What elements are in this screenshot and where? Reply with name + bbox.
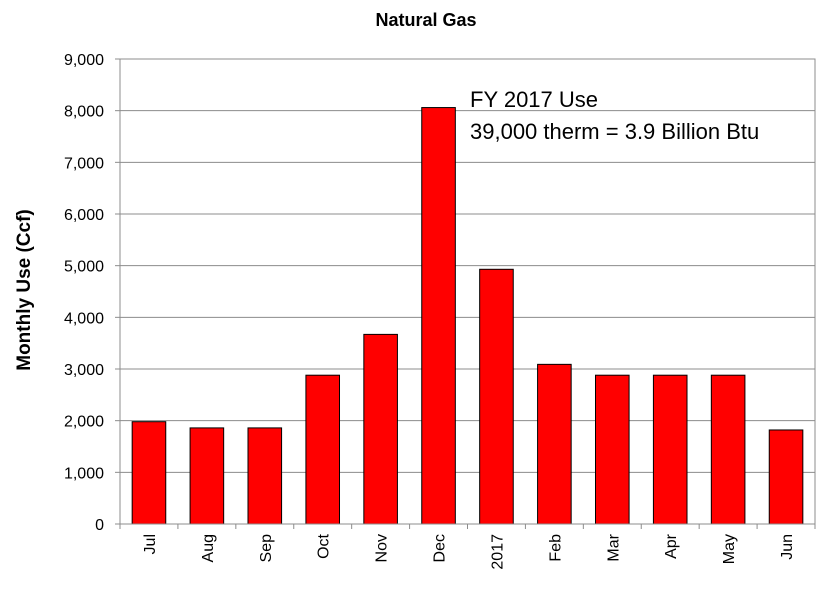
y-tick-label: 1,000 xyxy=(64,465,104,482)
x-tick-label: Jun xyxy=(779,534,796,560)
x-tick-label: Feb xyxy=(547,534,564,562)
y-axis-label: Monthly Use (Ccf) xyxy=(14,209,35,371)
bar-oct xyxy=(305,374,341,525)
y-tick-label: 4,000 xyxy=(64,310,104,327)
x-tick-label: Aug xyxy=(200,534,217,562)
bar-nov xyxy=(363,333,398,525)
x-tick-label: Mar xyxy=(605,533,622,561)
y-axis-ticks: 0 1,000 2,000 3,000 4,000 5,000 6,000 7,000 8,00… xyxy=(64,52,120,534)
y-tick-label: 0 xyxy=(95,517,104,534)
y-tick-label: 3,000 xyxy=(64,362,104,379)
x-tick-label: Jul xyxy=(142,534,159,554)
x-tick-label: May xyxy=(721,534,738,564)
y-tick-label: 7,000 xyxy=(64,155,104,172)
bars xyxy=(131,107,804,525)
chart-title: Natural Gas xyxy=(375,10,476,30)
bar-jul xyxy=(131,421,167,525)
plot-area-border xyxy=(119,58,816,525)
bar-aug xyxy=(189,427,225,525)
x-tick-label: Nov xyxy=(374,534,391,562)
bar-may xyxy=(710,374,746,525)
y-tick-label: 5,000 xyxy=(64,259,104,276)
bar-mar xyxy=(594,374,630,525)
y-tick-label: 8,000 xyxy=(64,104,104,121)
y-tick-label: 9,000 xyxy=(64,52,104,69)
x-tick-label: Oct xyxy=(316,533,333,558)
bar-feb xyxy=(537,363,572,525)
bar-2017 xyxy=(479,268,514,525)
bar-sep xyxy=(247,427,283,525)
bar-dec xyxy=(421,107,456,525)
x-tick-label: Apr xyxy=(663,533,680,559)
bar-apr xyxy=(652,374,688,525)
bar-jun xyxy=(768,429,804,525)
annotation-fy-label: FY 2017 Use xyxy=(470,87,598,112)
y-tick-label: 2,000 xyxy=(64,414,104,431)
x-tick-label: 2017 xyxy=(489,534,506,570)
gridlines xyxy=(120,110,815,473)
y-tick-label: 6,000 xyxy=(64,207,104,224)
x-tick-label: Dec xyxy=(432,534,449,562)
annotation-total: 39,000 therm = 3.9 Billion Btu xyxy=(470,119,759,144)
x-axis-ticks: Jul Aug Sep Oct Nov Dec 2017 Feb Mar Apr May Jun xyxy=(119,524,816,570)
x-tick-label: Sep xyxy=(258,534,275,563)
